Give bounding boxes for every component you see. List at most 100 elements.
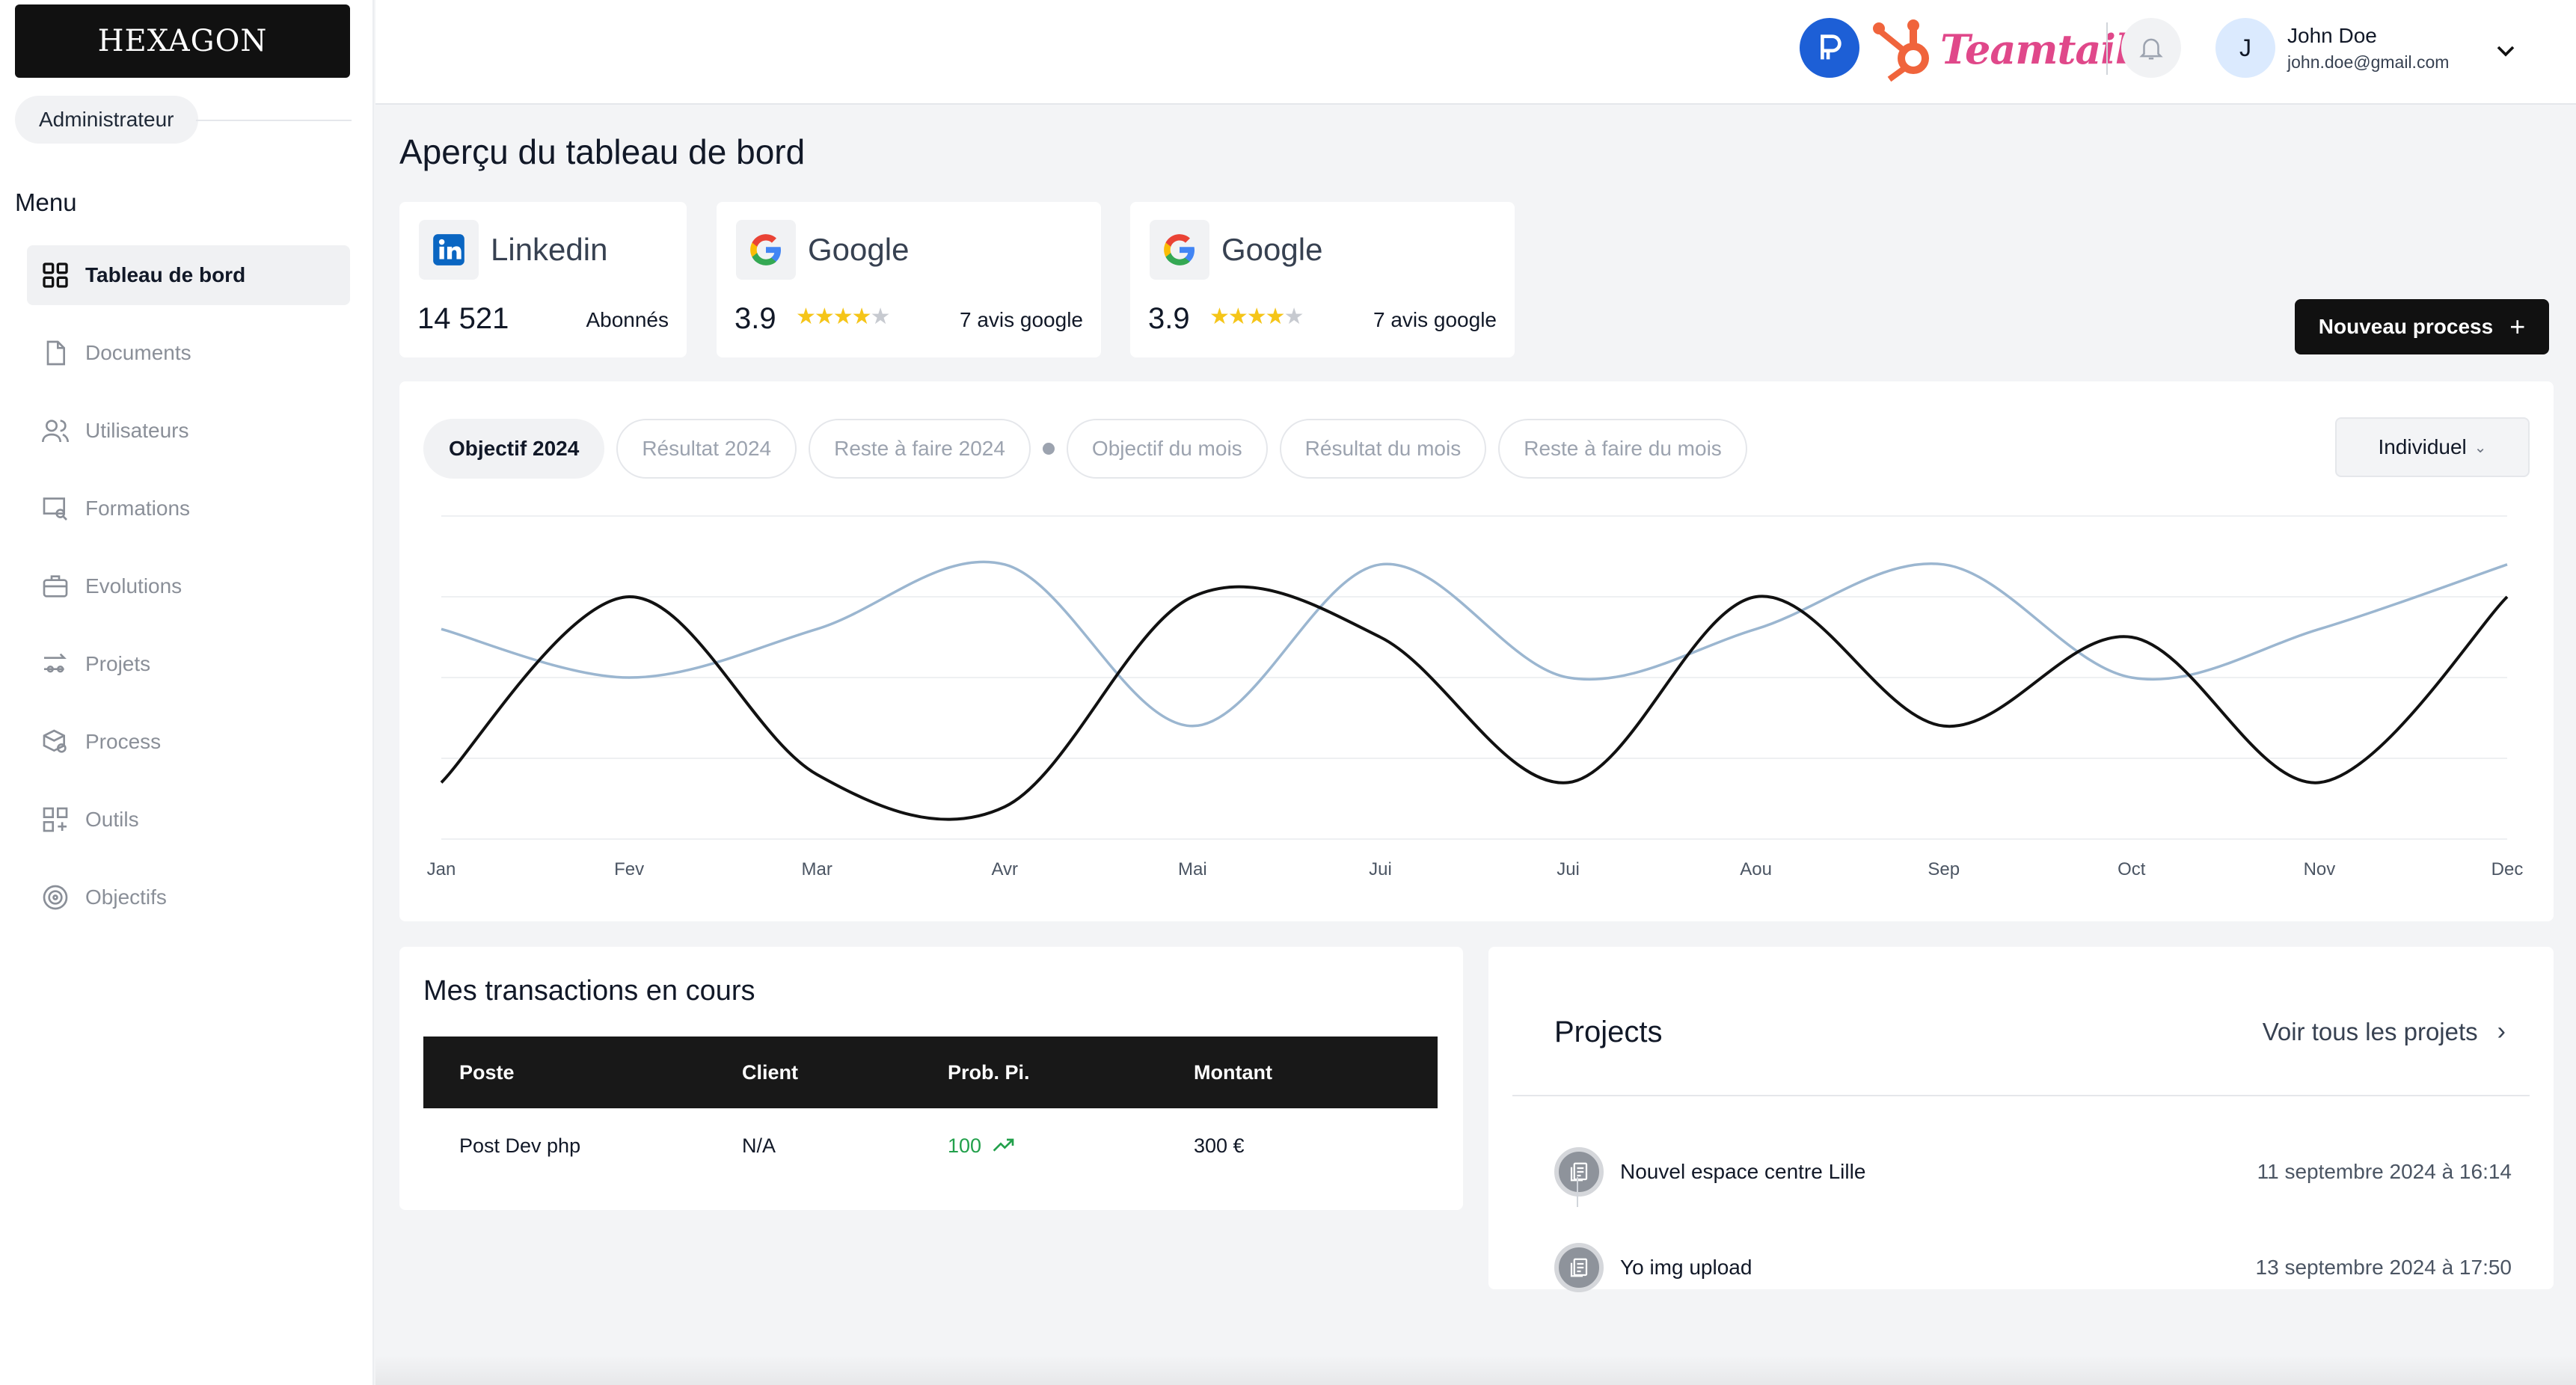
divider: [1512, 1095, 2530, 1096]
sidebar-item-label: Objectifs: [85, 885, 167, 909]
top-bar: Teamtailor J John Doe john.doe@gmail.com: [375, 0, 2576, 105]
project-name: Yo img upload: [1620, 1256, 1752, 1279]
column-header[interactable]: Client: [742, 1060, 799, 1084]
followers-count: 14 521: [417, 302, 509, 335]
project-date: 11 septembre 2024 à 16:14: [2257, 1160, 2512, 1183]
projects-card: Projects Voir tous les projets › Nouvel …: [1488, 947, 2554, 1292]
plus-icon: +: [2509, 311, 2526, 342]
stat-card-google: Google 3.9 ★★★★★ 7 avis google: [717, 202, 1101, 357]
x-tick-label: Aou: [1740, 859, 1772, 879]
brand-name: Google: [808, 232, 910, 267]
trending-up-icon: [993, 1138, 1014, 1152]
tab-objectif-2024[interactable]: Objectif 2024: [423, 419, 605, 479]
table-header: Poste Client Prob. Pi. Montant: [423, 1037, 1438, 1108]
stat-card-linkedin: Linkedin 14 521 Abonnés: [399, 202, 687, 357]
new-process-button[interactable]: Nouveau process +: [2295, 299, 2549, 354]
project-document-icon: [1554, 1147, 1604, 1197]
table-row[interactable]: Post Dev php N/A 100 300 €: [423, 1108, 1438, 1183]
p-logo-icon[interactable]: [1800, 18, 1859, 78]
rating-value: 3.9: [1148, 302, 1190, 335]
cell-prob: 100: [948, 1134, 1194, 1158]
reviews-count: 7 avis google: [1373, 308, 1497, 331]
timeline-connector: [1577, 1177, 1578, 1207]
page-title: Aperçu du tableau de bord: [399, 132, 806, 171]
target-icon: [40, 882, 70, 912]
tab-separator-dot: [1042, 443, 1055, 455]
tab-objectif-du-mois[interactable]: Objectif du mois: [1066, 419, 1268, 479]
sidebar-item-utilisateurs[interactable]: Utilisateurs: [27, 401, 350, 461]
sidebar-item-projets[interactable]: Projets: [27, 634, 350, 694]
google-icon: [736, 220, 796, 280]
x-tick-label: Mar: [802, 859, 832, 879]
chevron-right-icon: ›: [2497, 1017, 2506, 1045]
tab-resultat-du-mois[interactable]: Résultat du mois: [1279, 419, 1487, 479]
document-icon: [40, 338, 70, 368]
prob-value: 100: [948, 1134, 982, 1157]
x-tick-label: Jui: [1557, 859, 1580, 879]
sidebar-item-tableau-de-bord[interactable]: Tableau de bord: [27, 245, 350, 305]
sidebar-item-process[interactable]: Process: [27, 712, 350, 772]
view-all-label: Voir tous les projets: [2262, 1017, 2478, 1045]
dropdown-value: Individuel: [2378, 435, 2467, 458]
menu-title: Menu: [15, 188, 77, 216]
transactions-card: Mes transactions en cours Poste Client P…: [399, 947, 1463, 1210]
role-badge[interactable]: Administrateur: [15, 96, 198, 144]
x-tick-label: Nov: [2304, 859, 2336, 879]
sidebar: HEXAGON Administrateur Menu Tableau de b…: [0, 0, 374, 1385]
view-all-projects-link[interactable]: Voir tous les projets ›: [2263, 1017, 2506, 1046]
chevron-down-icon[interactable]: [2491, 36, 2521, 66]
linkedin-icon: [419, 220, 479, 280]
box-search-icon: [40, 727, 70, 757]
followers-label: Abonnés: [586, 308, 669, 331]
projects-title: Projects: [1554, 1016, 1663, 1048]
x-tick-label: Jui: [1369, 859, 1392, 879]
sidebar-item-label: Outils: [85, 808, 139, 831]
x-tick-label: Sep: [1928, 859, 1960, 879]
sidebar-item-label: Tableau de bord: [85, 263, 246, 286]
sidebar-item-label: Formations: [85, 497, 191, 520]
x-tick-label: Avr: [991, 859, 1018, 879]
transactions-table: Poste Client Prob. Pi. Montant Post Dev …: [423, 1037, 1438, 1183]
training-screen-icon: [40, 494, 70, 523]
sidebar-item-documents[interactable]: Documents: [27, 323, 350, 383]
hexagon-logo[interactable]: HEXAGON: [15, 4, 350, 78]
project-document-icon: [1554, 1243, 1604, 1292]
tools-grid-icon: [40, 805, 70, 835]
reviews-count: 7 avis google: [959, 308, 1083, 331]
x-tick-label: Dec: [2491, 859, 2524, 879]
sidebar-item-outils[interactable]: Outils: [27, 790, 350, 850]
series-line-light: [441, 560, 2508, 728]
notification-bell-icon[interactable]: [2121, 18, 2181, 78]
cell-poste: Post Dev php: [459, 1134, 581, 1157]
column-header[interactable]: Poste: [459, 1060, 515, 1084]
tab-resultat-2024[interactable]: Résultat 2024: [616, 419, 797, 479]
rating-stars: ★★★★★: [1209, 304, 1304, 329]
brand-name: Linkedin: [491, 232, 608, 267]
sidebar-item-label: Process: [85, 730, 162, 753]
user-name: John Doe: [2287, 24, 2377, 47]
sidebar-item-objectifs[interactable]: Objectifs: [27, 867, 350, 927]
divider: [196, 120, 352, 121]
column-header[interactable]: Prob. Pi.: [948, 1060, 1030, 1084]
hubspot-logo-icon[interactable]: [1868, 13, 1934, 82]
sidebar-item-label: Utilisateurs: [85, 419, 189, 442]
project-item[interactable]: Nouvel espace centre Lille 11 septembre …: [1554, 1146, 2512, 1198]
stat-card-google: Google 3.9 ★★★★★ 7 avis google: [1130, 202, 1515, 357]
avatar[interactable]: J: [2215, 18, 2275, 78]
individuel-dropdown[interactable]: Individuel ⌄: [2335, 417, 2530, 477]
x-tick-label: Mai: [1178, 859, 1207, 879]
tab-reste-a-faire-2024[interactable]: Reste à faire 2024: [809, 419, 1031, 479]
tab-reste-a-faire-du-mois[interactable]: Reste à faire du mois: [1498, 419, 1747, 479]
sidebar-item-formations[interactable]: Formations: [27, 479, 350, 538]
users-icon: [40, 416, 70, 446]
chevron-down-icon: ⌄: [2474, 439, 2487, 456]
rating-value: 3.9: [735, 302, 776, 335]
cell-client: N/A: [742, 1134, 776, 1157]
sidebar-item-evolutions[interactable]: Evolutions: [27, 556, 350, 616]
line-chart: Jan Fev Mar Avr Mai Jui Jui Aou Sep Oct Nov Dec: [427, 515, 2524, 879]
project-item[interactable]: Yo img upload 13 septembre 2024 à 17:50: [1554, 1241, 2512, 1294]
x-tick-label: Fev: [614, 859, 644, 879]
projects-flow-icon: [40, 649, 70, 679]
column-header[interactable]: Montant: [1194, 1060, 1272, 1084]
sidebar-item-label: Documents: [85, 341, 191, 364]
